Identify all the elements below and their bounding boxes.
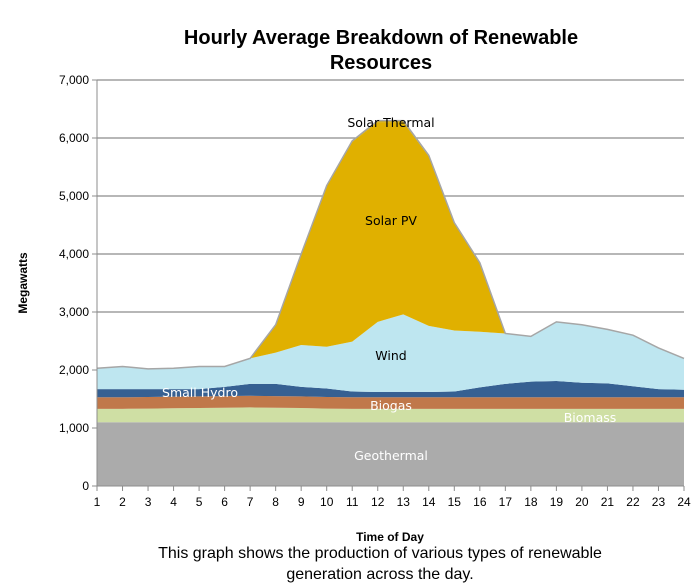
area-biomass bbox=[97, 407, 684, 423]
x-tick-label: 13 bbox=[397, 495, 411, 509]
x-tick-label: 14 bbox=[422, 495, 436, 509]
x-tick-label: 22 bbox=[626, 495, 640, 509]
x-tick-label: 3 bbox=[145, 495, 152, 509]
area-geothermal bbox=[97, 422, 684, 486]
y-tick-label: 7,000 bbox=[59, 73, 89, 87]
x-tick-label: 7 bbox=[247, 495, 254, 509]
x-tick-label: 11 bbox=[346, 495, 359, 509]
x-tick-label: 17 bbox=[499, 495, 513, 509]
total-outline bbox=[96, 119, 685, 370]
series-label-solar-thermal: Solar Thermal bbox=[347, 115, 434, 130]
y-tick-label: 3,000 bbox=[59, 305, 89, 319]
x-tick-label: 10 bbox=[320, 495, 334, 509]
y-tick-label: 4,000 bbox=[59, 247, 89, 261]
series-label-small-hydro: Small Hydro bbox=[162, 385, 238, 400]
area-solar-pv bbox=[97, 122, 684, 369]
x-tick-label: 16 bbox=[473, 495, 487, 509]
x-tick-label: 12 bbox=[371, 495, 385, 509]
series-label-solar-pv: Solar PV bbox=[365, 213, 417, 228]
x-tick-label: 23 bbox=[652, 495, 666, 509]
y-axis-label: Megawatts bbox=[16, 252, 30, 314]
series-label-biogas: Biogas bbox=[370, 398, 412, 413]
x-tick-label: 2 bbox=[119, 495, 126, 509]
x-tick-label: 24 bbox=[677, 495, 691, 509]
x-tick-label: 9 bbox=[298, 495, 305, 509]
series-labels: Geothermal Biomass Biogas Small Hydro Wind So… bbox=[162, 115, 616, 463]
x-axis-label: Time of Day bbox=[356, 530, 424, 544]
y-tick-label: 5,000 bbox=[59, 189, 89, 203]
x-tick-label: 21 bbox=[601, 495, 615, 509]
series-label-geothermal: Geothermal bbox=[354, 448, 428, 463]
x-tick-label: 4 bbox=[170, 495, 177, 509]
x-tick-label: 19 bbox=[550, 495, 564, 509]
y-tick-label: 0 bbox=[82, 479, 89, 493]
y-tick-label: 2,000 bbox=[59, 363, 89, 377]
y-tick-label: 1,000 bbox=[59, 421, 89, 435]
x-tick-label: 5 bbox=[196, 495, 203, 509]
x-tick-label: 8 bbox=[272, 495, 279, 509]
y-tick-label: 6,000 bbox=[59, 131, 89, 145]
chart-title-line-1: Hourly Average Breakdown of Renewable bbox=[184, 27, 578, 49]
x-tick-label: 15 bbox=[448, 495, 462, 509]
area-series bbox=[96, 119, 685, 486]
series-label-biomass: Biomass bbox=[564, 410, 617, 425]
area-wind bbox=[97, 314, 684, 393]
area-small-hydro bbox=[97, 381, 684, 398]
series-label-wind: Wind bbox=[375, 348, 406, 363]
x-tick-label: 18 bbox=[524, 495, 538, 509]
caption-line-2: generation across the day. bbox=[286, 566, 474, 583]
x-tick-label: 6 bbox=[221, 495, 228, 509]
x-tick-label: 1 bbox=[94, 495, 101, 509]
caption-line-1: This graph shows the production of vario… bbox=[158, 545, 602, 562]
chart-title-line-2: Resources bbox=[330, 52, 432, 74]
x-tick-label: 20 bbox=[575, 495, 589, 509]
area-biogas bbox=[97, 395, 684, 409]
